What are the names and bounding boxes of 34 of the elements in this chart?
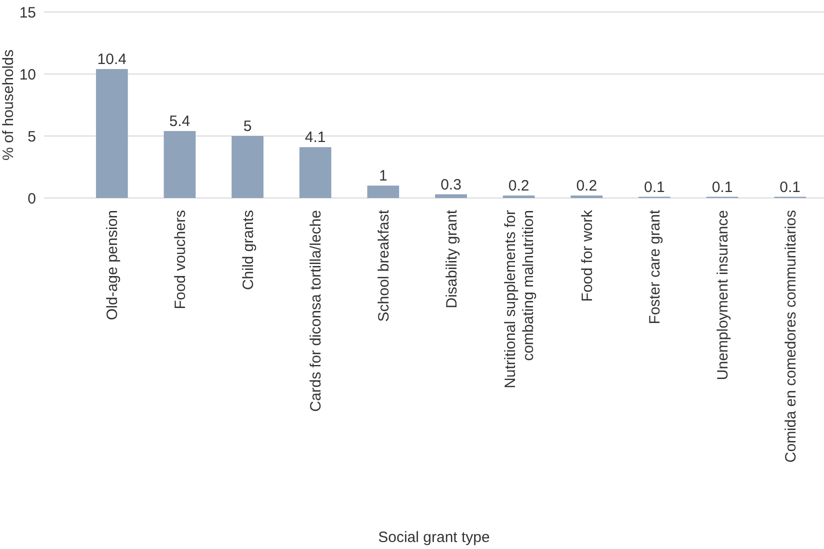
y-tick-label: 10 — [19, 66, 36, 84]
data-label: 0.2 — [576, 178, 598, 195]
data-label: 1 — [379, 168, 388, 185]
x-axis-title: Social grant type — [378, 529, 490, 546]
x-tick-label: Unemployment insurance — [714, 210, 732, 380]
x-tick-label: Nutritional supplements for combating malnutrition — [502, 210, 538, 388]
data-label: 0.1 — [644, 178, 665, 196]
y-tick-label: 0 — [28, 190, 36, 208]
bar — [435, 194, 467, 198]
bar — [164, 131, 196, 198]
bar — [299, 147, 332, 198]
x-tick-label: Comida en comedores communitarios — [782, 210, 800, 463]
data-label: 0.2 — [508, 178, 530, 195]
data-label: 0.3 — [440, 176, 462, 194]
data-label: 4.1 — [304, 129, 326, 146]
y-axis-title: % of households — [0, 50, 17, 160]
y-tick-label: 15 — [19, 4, 36, 22]
bar — [96, 69, 128, 198]
bar — [367, 186, 400, 198]
data-label: 5 — [243, 118, 252, 135]
y-tick-label: 5 — [28, 128, 36, 146]
x-tick-label: Foster care grant — [646, 209, 664, 324]
data-label: 5.4 — [169, 113, 190, 130]
x-tick-label: School breakfast — [375, 209, 392, 322]
data-label: 0.1 — [780, 178, 801, 196]
x-tick-label: Food for work — [578, 210, 596, 302]
data-label: 0.1 — [712, 178, 733, 196]
x-tick-label: Food vouchers — [172, 210, 189, 310]
x-tick-label: Old-age pension — [104, 210, 122, 320]
bar — [232, 136, 264, 198]
data-label: 10.4 — [97, 51, 127, 68]
x-tick-label: Child grants — [240, 210, 257, 290]
x-tick-label: Cards for diconsa tortilla/leche — [308, 210, 325, 412]
x-tick-label: Disability grant — [443, 209, 460, 308]
